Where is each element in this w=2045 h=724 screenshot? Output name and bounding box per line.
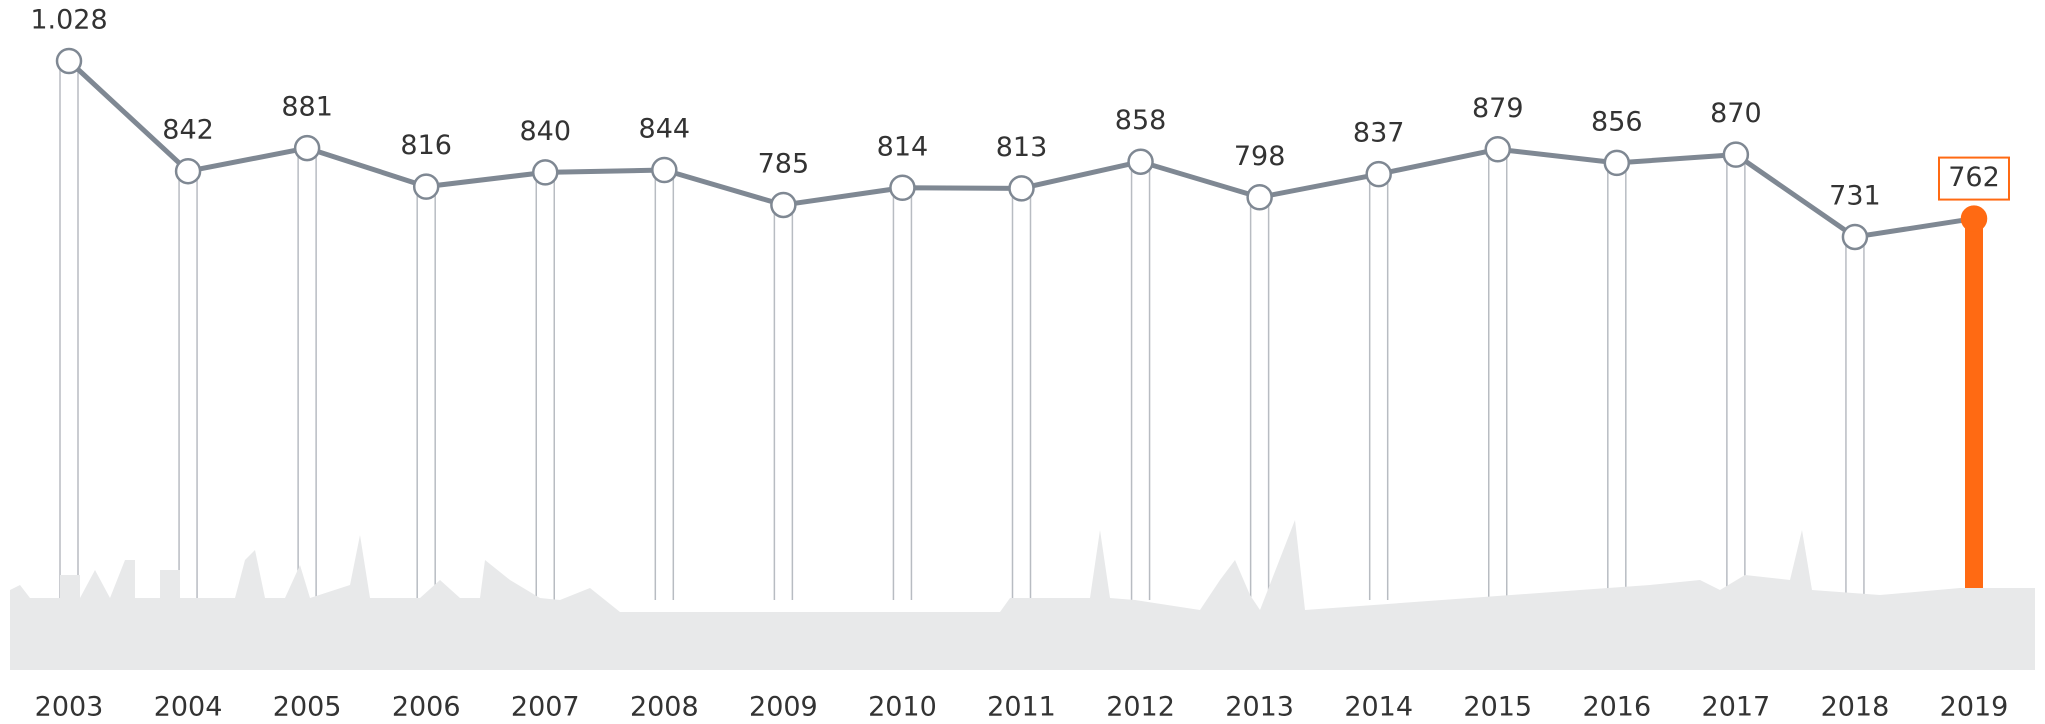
highlight-bar [1965, 219, 1983, 600]
marker [1724, 143, 1748, 167]
x-tick-label: 2009 [749, 692, 818, 723]
value-label: 731 [1829, 180, 1881, 211]
value-label: 856 [1591, 106, 1643, 137]
marker [652, 158, 676, 182]
x-tick-label: 2015 [1463, 692, 1532, 723]
marker [533, 160, 557, 184]
value-label: 816 [400, 130, 452, 161]
x-tick-label: 2003 [35, 692, 104, 723]
value-label: 858 [1115, 105, 1167, 136]
marker [295, 136, 319, 160]
value-label: 870 [1710, 98, 1762, 129]
value-label: 837 [1353, 118, 1405, 149]
marker [176, 159, 200, 183]
x-tick-label: 2019 [1940, 692, 2009, 723]
marker [771, 193, 795, 217]
marker [1605, 151, 1629, 175]
value-label: 785 [758, 148, 810, 179]
value-label: 879 [1472, 93, 1524, 124]
value-label: 842 [162, 115, 214, 146]
x-tick-label: 2005 [273, 692, 342, 723]
value-label: 881 [281, 92, 333, 123]
x-tick-label: 2012 [1106, 692, 1175, 723]
x-tick-label: 2008 [630, 692, 699, 723]
value-label: 762 [1948, 162, 2000, 193]
marker [1843, 225, 1867, 249]
value-label: 1.028 [30, 5, 107, 36]
x-tick-label: 2006 [392, 692, 461, 723]
marker [1486, 137, 1510, 161]
x-tick-label: 2014 [1344, 692, 1413, 723]
marker [1010, 176, 1034, 200]
x-tick-label: 2016 [1582, 692, 1651, 723]
value-label: 840 [519, 116, 571, 147]
x-tick-label: 2004 [154, 692, 223, 723]
value-label: 798 [1234, 141, 1286, 172]
chart: 2003 2004 2005 2006 2007 2008 2009 2010 2011 2012… [0, 0, 2045, 724]
marker [57, 49, 81, 73]
marker [414, 175, 438, 199]
x-tick-label: 2011 [987, 692, 1056, 723]
skyline [10, 520, 2035, 670]
marker [1367, 162, 1391, 186]
marker [1248, 185, 1272, 209]
x-tick-label: 2018 [1821, 692, 1890, 723]
x-tick-label: 2010 [868, 692, 937, 723]
x-tick-label: 2017 [1702, 692, 1771, 723]
value-label: 814 [877, 131, 929, 162]
value-label: 844 [639, 114, 691, 145]
x-tick-label: 2007 [511, 692, 580, 723]
marker [890, 176, 914, 200]
marker [1129, 150, 1153, 174]
skyline-shape [10, 520, 2035, 670]
marker [1962, 207, 1986, 231]
value-label: 813 [996, 132, 1048, 163]
x-tick-label: 2013 [1225, 692, 1294, 723]
